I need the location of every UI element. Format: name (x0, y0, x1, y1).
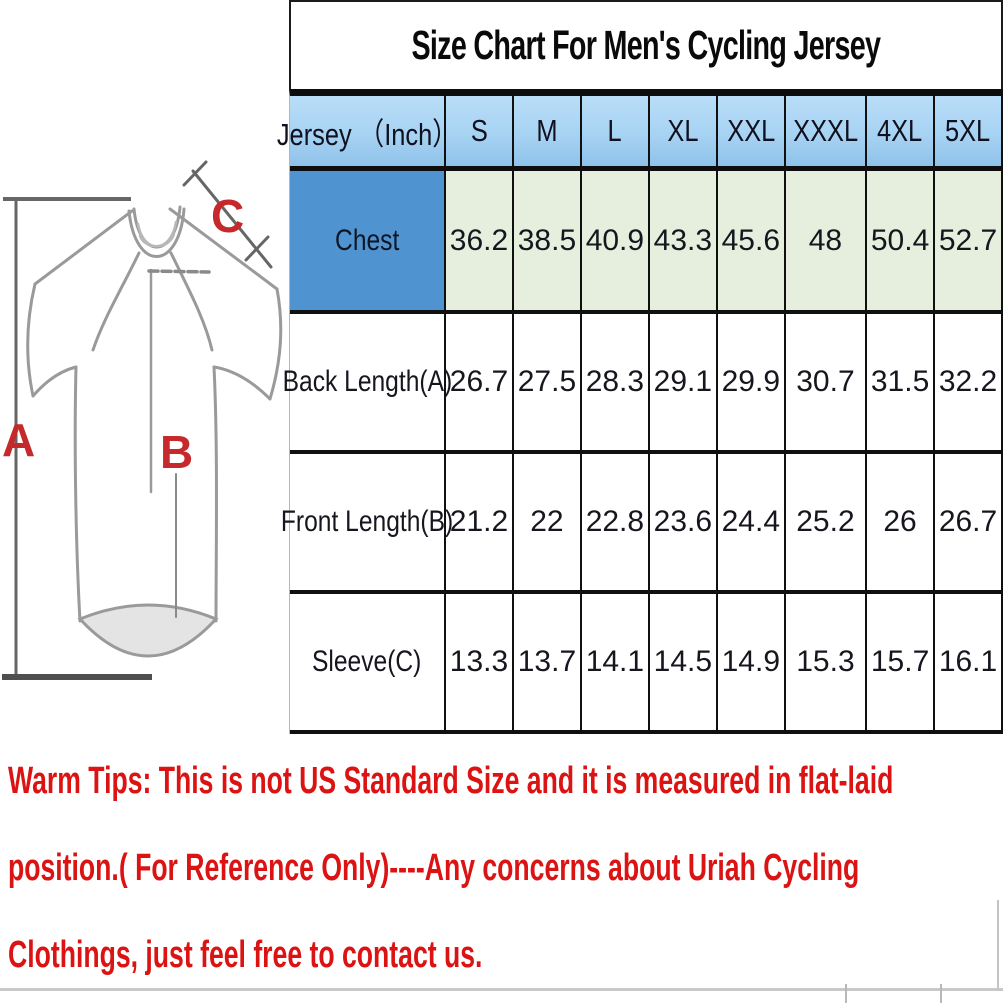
front-length-value-l: 22.8 (581, 454, 650, 594)
row-label-back-length: Back Length(A) (282, 314, 452, 454)
page-title: Size Chart For Men's Cycling Jersey (411, 22, 882, 68)
header-cell-jersey-inch: Jersey （Inch） (277, 96, 457, 171)
sleeve-value-s: 13.3 (446, 594, 514, 734)
front-length-value-m: 22 (513, 454, 582, 594)
row-label-chest: Chest (290, 171, 446, 314)
measurement-c-lines (182, 160, 273, 269)
header-cell-l: L (581, 96, 650, 171)
title-box: Size Chart For Men's Cycling Jersey (289, 0, 1003, 89)
row-label-sleeve: Sleeve(C) (290, 594, 446, 734)
header-cell-m: M (513, 96, 582, 171)
header-cell-s: S (446, 96, 514, 171)
sleeve-value-xxxl: 15.3 (785, 594, 868, 734)
chest-value-xl: 43.3 (649, 171, 718, 314)
back-length-value-xxxl: 30.7 (785, 314, 868, 454)
back-length-value-xl: 29.1 (649, 314, 718, 454)
bottom-tick-left (845, 984, 847, 1003)
measurement-a-lines (2, 197, 152, 680)
header-cell-4xl: 4XL (867, 96, 936, 171)
sleeve-value-4xl: 15.7 (867, 594, 936, 734)
back-length-value-m: 27.5 (513, 314, 582, 454)
row-label-front-length: Front Length(B) (281, 454, 453, 594)
right-edge-line (997, 900, 999, 990)
header-cell-xxl: XXL (717, 96, 786, 171)
bottom-tick-right (940, 984, 942, 1003)
header-cell-5xl: 5XL (935, 96, 1003, 171)
chest-value-xxl: 45.6 (717, 171, 786, 314)
warm-tips: Warm Tips: This is not US Standard Size … (8, 738, 1003, 999)
front-length-value-xl: 23.6 (649, 454, 718, 594)
jersey-outline (26, 205, 283, 658)
front-length-value-4xl: 26 (867, 454, 936, 594)
sleeve-value-5xl: 16.1 (935, 594, 1003, 734)
chest-value-5xl: 52.7 (935, 171, 1003, 314)
warm-tips-line-2: position.( For Reference Only)----Any co… (8, 847, 860, 889)
sleeve-value-xxl: 14.9 (717, 594, 786, 734)
back-length-value-l: 28.3 (581, 314, 650, 454)
header-cell-xl: XL (649, 96, 718, 171)
back-length-value-5xl: 32.2 (935, 314, 1003, 454)
chest-value-s: 36.2 (446, 171, 514, 314)
front-length-value-s: 21.2 (446, 454, 514, 594)
front-length-value-xxl: 24.4 (717, 454, 786, 594)
back-length-value-4xl: 31.5 (867, 314, 936, 454)
measure-label-a: A (2, 414, 35, 466)
size-table: Jersey （Inch） S M L XL XXL XXXL 4XL 5XL … (277, 89, 1003, 734)
jersey-measurement-diagram: A B C (2, 160, 283, 680)
sleeve-value-xl: 14.5 (649, 594, 718, 734)
header-cell-xxxl: XXXL (785, 96, 868, 171)
back-length-value-s: 26.7 (446, 314, 514, 454)
bottom-divider-line (0, 988, 1003, 991)
chest-value-4xl: 50.4 (867, 171, 936, 314)
chest-value-m: 38.5 (513, 171, 582, 314)
front-length-value-5xl: 26.7 (935, 454, 1003, 594)
sleeve-value-m: 13.7 (513, 594, 582, 734)
warm-tips-line-1: Warm Tips: This is not US Standard Size … (8, 760, 894, 802)
chest-value-xxxl: 48 (785, 171, 868, 314)
front-length-value-xxxl: 25.2 (785, 454, 868, 594)
back-length-value-xxl: 29.9 (717, 314, 786, 454)
chest-value-l: 40.9 (581, 171, 650, 314)
measure-label-c: C (211, 190, 244, 242)
measure-label-b: B (160, 426, 193, 478)
warm-tips-line-3: Clothings, just feel free to contact us. (8, 934, 483, 976)
sleeve-value-l: 14.1 (581, 594, 650, 734)
